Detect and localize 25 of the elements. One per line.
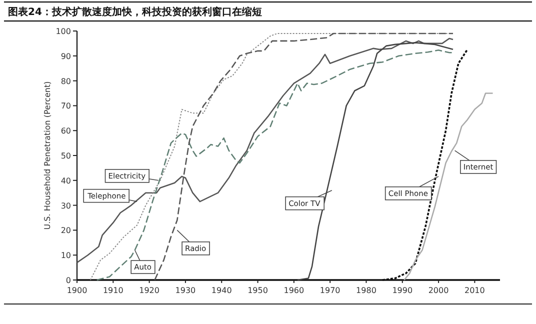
x-tick-label: 1910 (102, 286, 124, 295)
x-tick-label: 1960 (284, 286, 304, 295)
y-tick-label: 0 (66, 276, 71, 285)
x-tick-label: 1950 (248, 286, 268, 295)
x-tick-label: 1980 (356, 286, 376, 295)
x-tick-label: 1970 (320, 286, 340, 295)
x-tick-label: 2000 (428, 286, 449, 295)
x-tick-label: 1900 (66, 286, 88, 295)
y-tick-label: 20 (60, 226, 71, 236)
y-tick-label: 70 (60, 102, 71, 111)
x-tick-label: 1930 (175, 286, 196, 295)
x-tick-label: 1920 (139, 286, 160, 295)
y-axis-title: U.S. Household Penetration (Percent) (43, 81, 52, 230)
y-tick-label: 80 (60, 76, 71, 86)
title: 图表24：技术扩散速度加快，科技投资的获利窗口在缩短 (8, 7, 262, 18)
y-tick-label: 60 (60, 126, 71, 136)
y-tick-label: 50 (60, 152, 71, 160)
y-tick-label: 30 (60, 201, 71, 210)
y-tick-label: 10 (60, 251, 71, 260)
y-tick-label: 100 (56, 27, 71, 36)
x-tick-label: 2010 (464, 286, 485, 295)
y-tick-label: 90 (60, 52, 71, 61)
x-tick-label: 1990 (392, 286, 413, 295)
y-tick-label: 40 (60, 176, 71, 186)
x-tick-label: 1940 (211, 286, 232, 295)
